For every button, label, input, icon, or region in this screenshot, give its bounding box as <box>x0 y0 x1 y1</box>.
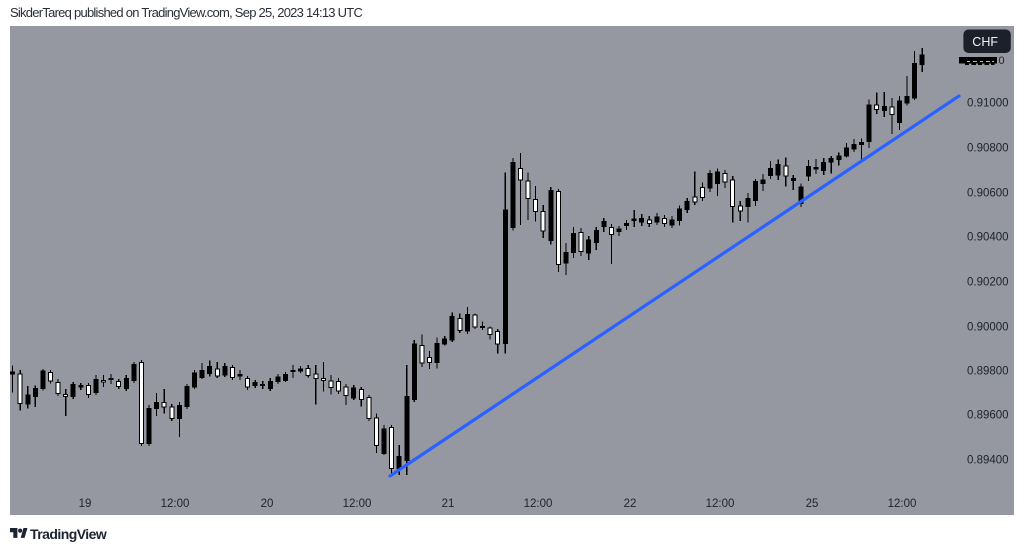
svg-text:19: 19 <box>79 498 92 510</box>
svg-text:12:00: 12:00 <box>161 498 190 510</box>
svg-text:0.90600: 0.90600 <box>967 188 1009 200</box>
svg-text:CHF: CHF <box>972 35 998 49</box>
svg-text:0.89400: 0.89400 <box>967 455 1009 467</box>
svg-text:12:00: 12:00 <box>888 498 917 510</box>
svg-text:20: 20 <box>261 498 274 510</box>
svg-text:12:00: 12:00 <box>706 498 735 510</box>
svg-text:0.90800: 0.90800 <box>967 143 1009 155</box>
svg-text:12:00: 12:00 <box>343 498 372 510</box>
svg-text:0.90400: 0.90400 <box>967 232 1009 244</box>
svg-text:0.90000: 0.90000 <box>967 322 1009 334</box>
svg-text:0: 0 <box>999 55 1005 67</box>
svg-text:22: 22 <box>624 498 637 510</box>
svg-text:12:00: 12:00 <box>524 498 553 510</box>
svg-text:21: 21 <box>442 498 455 510</box>
svg-text:0.89600: 0.89600 <box>967 410 1009 422</box>
svg-text:0.90200: 0.90200 <box>967 277 1009 289</box>
svg-text:0.89800: 0.89800 <box>967 366 1009 378</box>
svg-text:0.91000: 0.91000 <box>967 98 1009 110</box>
svg-text:25: 25 <box>806 498 819 510</box>
